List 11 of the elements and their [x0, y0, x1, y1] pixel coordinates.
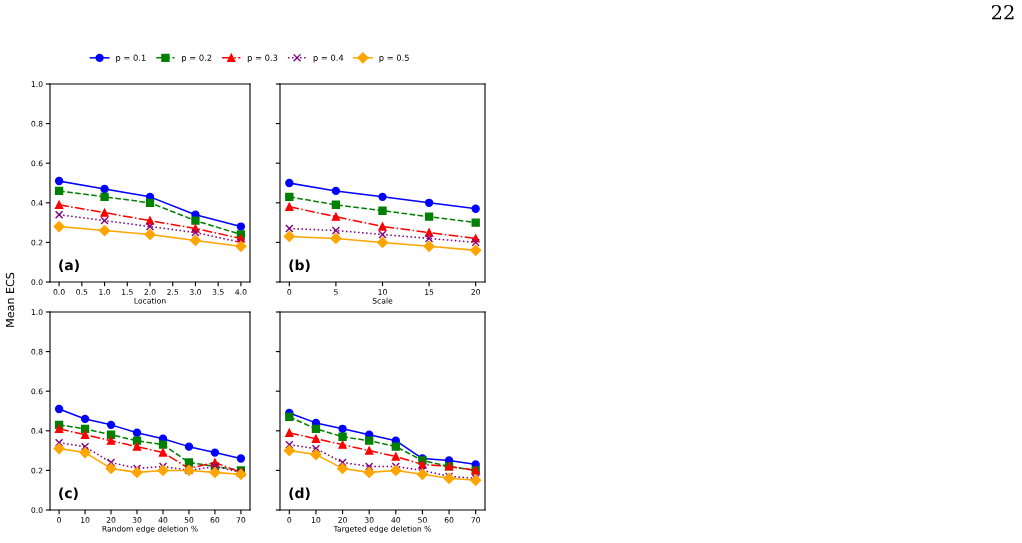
annotation: (a) [59, 259, 79, 272]
annotation: (d) [289, 487, 310, 500]
annotation: (b) [289, 259, 310, 272]
legend-label: p = 0.4 [313, 54, 344, 63]
annotation: (c) [59, 487, 78, 500]
legend-label: p = 0.3 [247, 54, 278, 63]
legend-label: p = 0.1 [116, 54, 146, 63]
y-axis-title: Mean ECS [5, 272, 15, 327]
legend-label: p = 0.5 [379, 54, 409, 63]
legend-label: p = 0.2 [182, 54, 212, 63]
text: 22 [991, 4, 1014, 20]
